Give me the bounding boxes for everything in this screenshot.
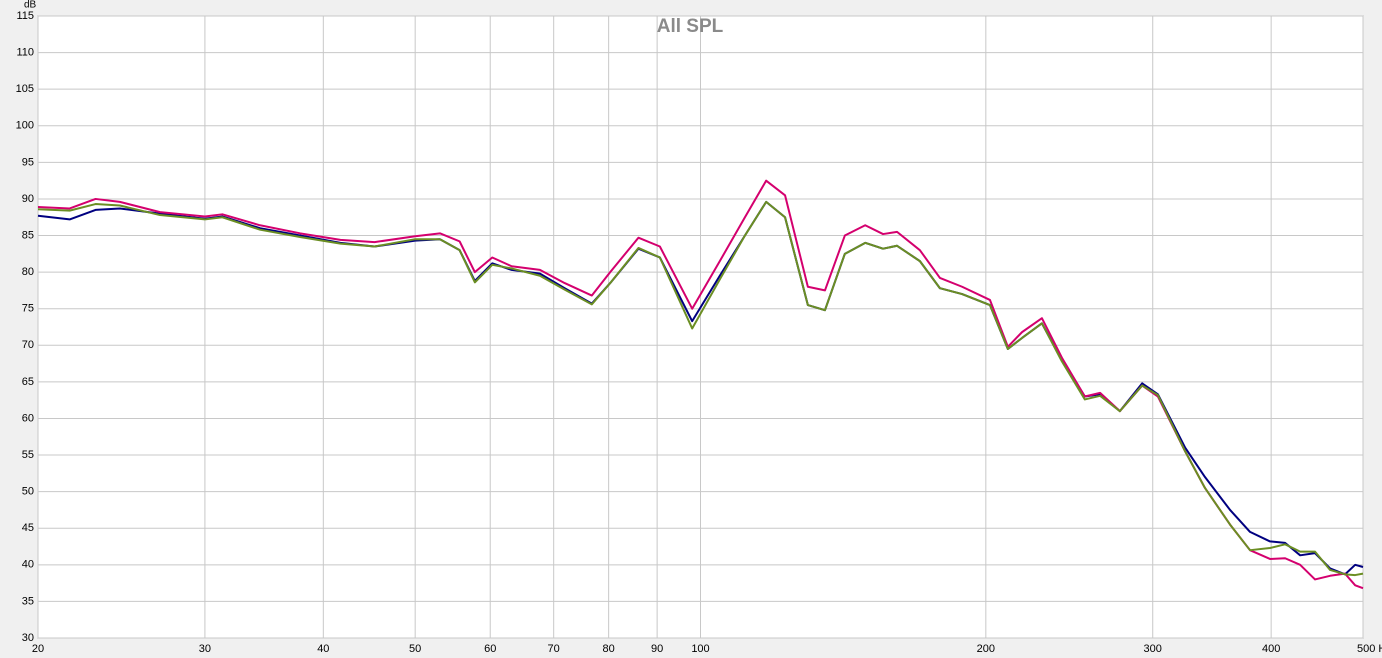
y-tick-label: 45 [22,522,34,534]
x-tick-label: 70 [548,643,560,655]
x-tick-label: 90 [651,643,663,655]
y-tick-label: 65 [22,376,34,388]
y-tick-label: 30 [22,632,34,644]
y-tick-label: 110 [16,46,34,58]
y-tick-label: 105 [16,83,34,95]
y-tick-label: 55 [22,449,34,461]
y-tick-label: 80 [22,266,34,278]
x-tick-label: 30 [199,643,211,655]
series-line [37,200,1364,577]
y-tick-label: 115 [16,10,34,22]
y-tick-label: 95 [22,156,34,168]
x-tick-label: 100 [691,643,709,655]
y-tick-label: 60 [22,412,34,424]
x-tick-label: 50 [409,643,421,655]
y-tick-label: 70 [22,339,34,351]
x-tick-label: 500 Hz [1357,643,1382,655]
x-tick-label: 40 [317,643,329,655]
lines [37,179,1364,590]
x-tick-label: 200 [977,643,995,655]
y-tick-label: 35 [22,595,34,607]
y-tick-label: 75 [22,303,34,315]
y-tick-label: 50 [22,486,34,498]
x-tick-label: 80 [603,643,615,655]
x-tick-label: 20 [32,643,44,655]
y-tick-label: 85 [22,229,34,241]
y-axis-unit: dB [24,0,37,11]
x-tick-label: 400 [1262,643,1280,655]
y-tick-label: 90 [22,193,34,205]
y-tick-label: 40 [22,559,34,571]
chart-title: All SPL [657,16,724,37]
x-tick-label: 60 [484,643,496,655]
x-tick-label: 300 [1144,643,1162,655]
y-tick-label: 100 [16,120,34,132]
